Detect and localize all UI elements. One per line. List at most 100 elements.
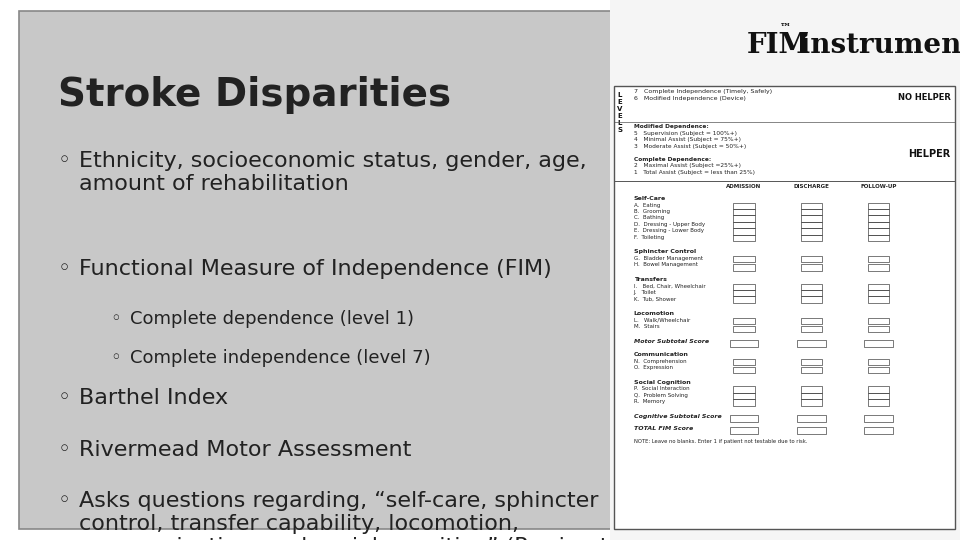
Bar: [801, 359, 822, 365]
Bar: [868, 399, 889, 406]
Bar: [733, 367, 755, 373]
Text: Modified Dependence:: Modified Dependence:: [634, 124, 708, 129]
Text: DISCHARGE: DISCHARGE: [793, 184, 829, 189]
Text: Cognitive Subtotal Score: Cognitive Subtotal Score: [634, 414, 721, 418]
Text: Transfers: Transfers: [634, 277, 666, 282]
Text: Q.  Problem Solving: Q. Problem Solving: [634, 393, 687, 397]
Text: O.  Expression: O. Expression: [634, 365, 673, 370]
Bar: [733, 399, 755, 406]
Bar: [868, 290, 889, 296]
Text: Motor Subtotal Score: Motor Subtotal Score: [634, 339, 708, 343]
Bar: [868, 222, 889, 228]
Bar: [733, 290, 755, 296]
Text: D.  Dressing - Upper Body: D. Dressing - Upper Body: [634, 222, 705, 227]
Bar: [730, 427, 758, 434]
Text: Locomotion: Locomotion: [634, 311, 675, 316]
Text: Rivermead Motor Assessment: Rivermead Motor Assessment: [79, 440, 411, 460]
Text: 3   Moderate Assist (Subject = 50%+): 3 Moderate Assist (Subject = 50%+): [634, 144, 746, 149]
Text: G.  Bladder Management: G. Bladder Management: [634, 256, 703, 261]
Text: 6   Modified Independence (Device): 6 Modified Independence (Device): [634, 96, 746, 101]
Bar: [801, 386, 822, 393]
Text: ◦: ◦: [58, 259, 71, 279]
Text: K.  Tub, Shower: K. Tub, Shower: [634, 296, 676, 301]
Bar: [801, 209, 822, 215]
Bar: [801, 264, 822, 271]
Text: ADMISSION: ADMISSION: [727, 184, 761, 189]
Bar: [801, 290, 822, 296]
Bar: [801, 256, 822, 262]
Text: N.  Comprehension: N. Comprehension: [634, 359, 686, 363]
Bar: [864, 415, 893, 422]
Bar: [733, 284, 755, 290]
Text: B.  Grooming: B. Grooming: [634, 209, 670, 214]
Text: NO HELPER: NO HELPER: [898, 93, 950, 103]
Text: 5   Supervision (Subject = 100%+): 5 Supervision (Subject = 100%+): [634, 131, 736, 136]
Text: Complete Dependence:: Complete Dependence:: [634, 157, 710, 161]
Bar: [733, 393, 755, 399]
Text: ™: ™: [780, 22, 791, 32]
Bar: [801, 367, 822, 373]
Text: Self-Care: Self-Care: [634, 196, 666, 201]
Text: Complete dependence (level 1): Complete dependence (level 1): [130, 310, 414, 328]
Text: 7   Complete Independence (Timely, Safely): 7 Complete Independence (Timely, Safely): [634, 89, 772, 94]
Bar: [801, 235, 822, 241]
Text: Social Cognition: Social Cognition: [634, 380, 690, 384]
Bar: [868, 318, 889, 324]
Text: M.  Stairs: M. Stairs: [634, 324, 660, 329]
Bar: [801, 296, 822, 303]
Text: Asks questions regarding, “self-care, sphincter
control, transfer capability, lo: Asks questions regarding, “self-care, sp…: [79, 491, 609, 540]
Text: E.  Dressing - Lower Body: E. Dressing - Lower Body: [634, 228, 704, 233]
Text: 4   Minimal Assist (Subject = 75%+): 4 Minimal Assist (Subject = 75%+): [634, 137, 740, 142]
Bar: [733, 228, 755, 235]
Text: FIM: FIM: [747, 32, 809, 59]
Text: ◦: ◦: [110, 349, 121, 367]
Bar: [868, 296, 889, 303]
Text: L
E
V
E
L
S: L E V E L S: [617, 92, 623, 133]
Bar: [797, 415, 826, 422]
Bar: [868, 215, 889, 222]
Text: Functional Measure of Independence (FIM): Functional Measure of Independence (FIM): [79, 259, 551, 279]
Bar: [733, 215, 755, 222]
Text: Stroke Disparities: Stroke Disparities: [58, 76, 451, 113]
Bar: [868, 393, 889, 399]
Bar: [868, 202, 889, 209]
Text: Complete independence (level 7): Complete independence (level 7): [130, 349, 430, 367]
Bar: [801, 393, 822, 399]
Text: A.  Eating: A. Eating: [634, 202, 660, 207]
Text: ◦: ◦: [58, 151, 71, 171]
Bar: [733, 359, 755, 365]
FancyBboxPatch shape: [614, 86, 955, 529]
Text: ◦: ◦: [58, 440, 71, 460]
Bar: [797, 427, 826, 434]
Text: Barthel Index: Barthel Index: [79, 388, 228, 408]
FancyBboxPatch shape: [19, 11, 619, 529]
Text: ◦: ◦: [110, 310, 121, 328]
Bar: [868, 284, 889, 290]
Bar: [733, 235, 755, 241]
Bar: [868, 209, 889, 215]
Text: F.  Toileting: F. Toileting: [634, 235, 664, 240]
Bar: [801, 326, 822, 332]
Text: Ethnicity, socioeconomic status, gender, age,
amount of rehabilitation: Ethnicity, socioeconomic status, gender,…: [79, 151, 587, 194]
Bar: [733, 209, 755, 215]
Text: L.   Walk/Wheelchair: L. Walk/Wheelchair: [634, 318, 690, 322]
Bar: [868, 256, 889, 262]
Bar: [868, 367, 889, 373]
Bar: [730, 340, 758, 347]
Bar: [733, 256, 755, 262]
Text: TOTAL FIM Score: TOTAL FIM Score: [634, 426, 693, 430]
Text: P.  Social Interaction: P. Social Interaction: [634, 386, 689, 391]
Bar: [730, 415, 758, 422]
Text: 2   Maximal Assist (Subject =25%+): 2 Maximal Assist (Subject =25%+): [634, 163, 740, 168]
Bar: [868, 228, 889, 235]
Text: HELPER: HELPER: [908, 148, 950, 159]
Bar: [868, 264, 889, 271]
Text: Communication: Communication: [634, 352, 688, 357]
Bar: [868, 235, 889, 241]
Text: ◦: ◦: [58, 388, 71, 408]
Bar: [733, 318, 755, 324]
Bar: [797, 340, 826, 347]
Bar: [868, 386, 889, 393]
Text: Sphincter Control: Sphincter Control: [634, 249, 696, 254]
Bar: [733, 296, 755, 303]
